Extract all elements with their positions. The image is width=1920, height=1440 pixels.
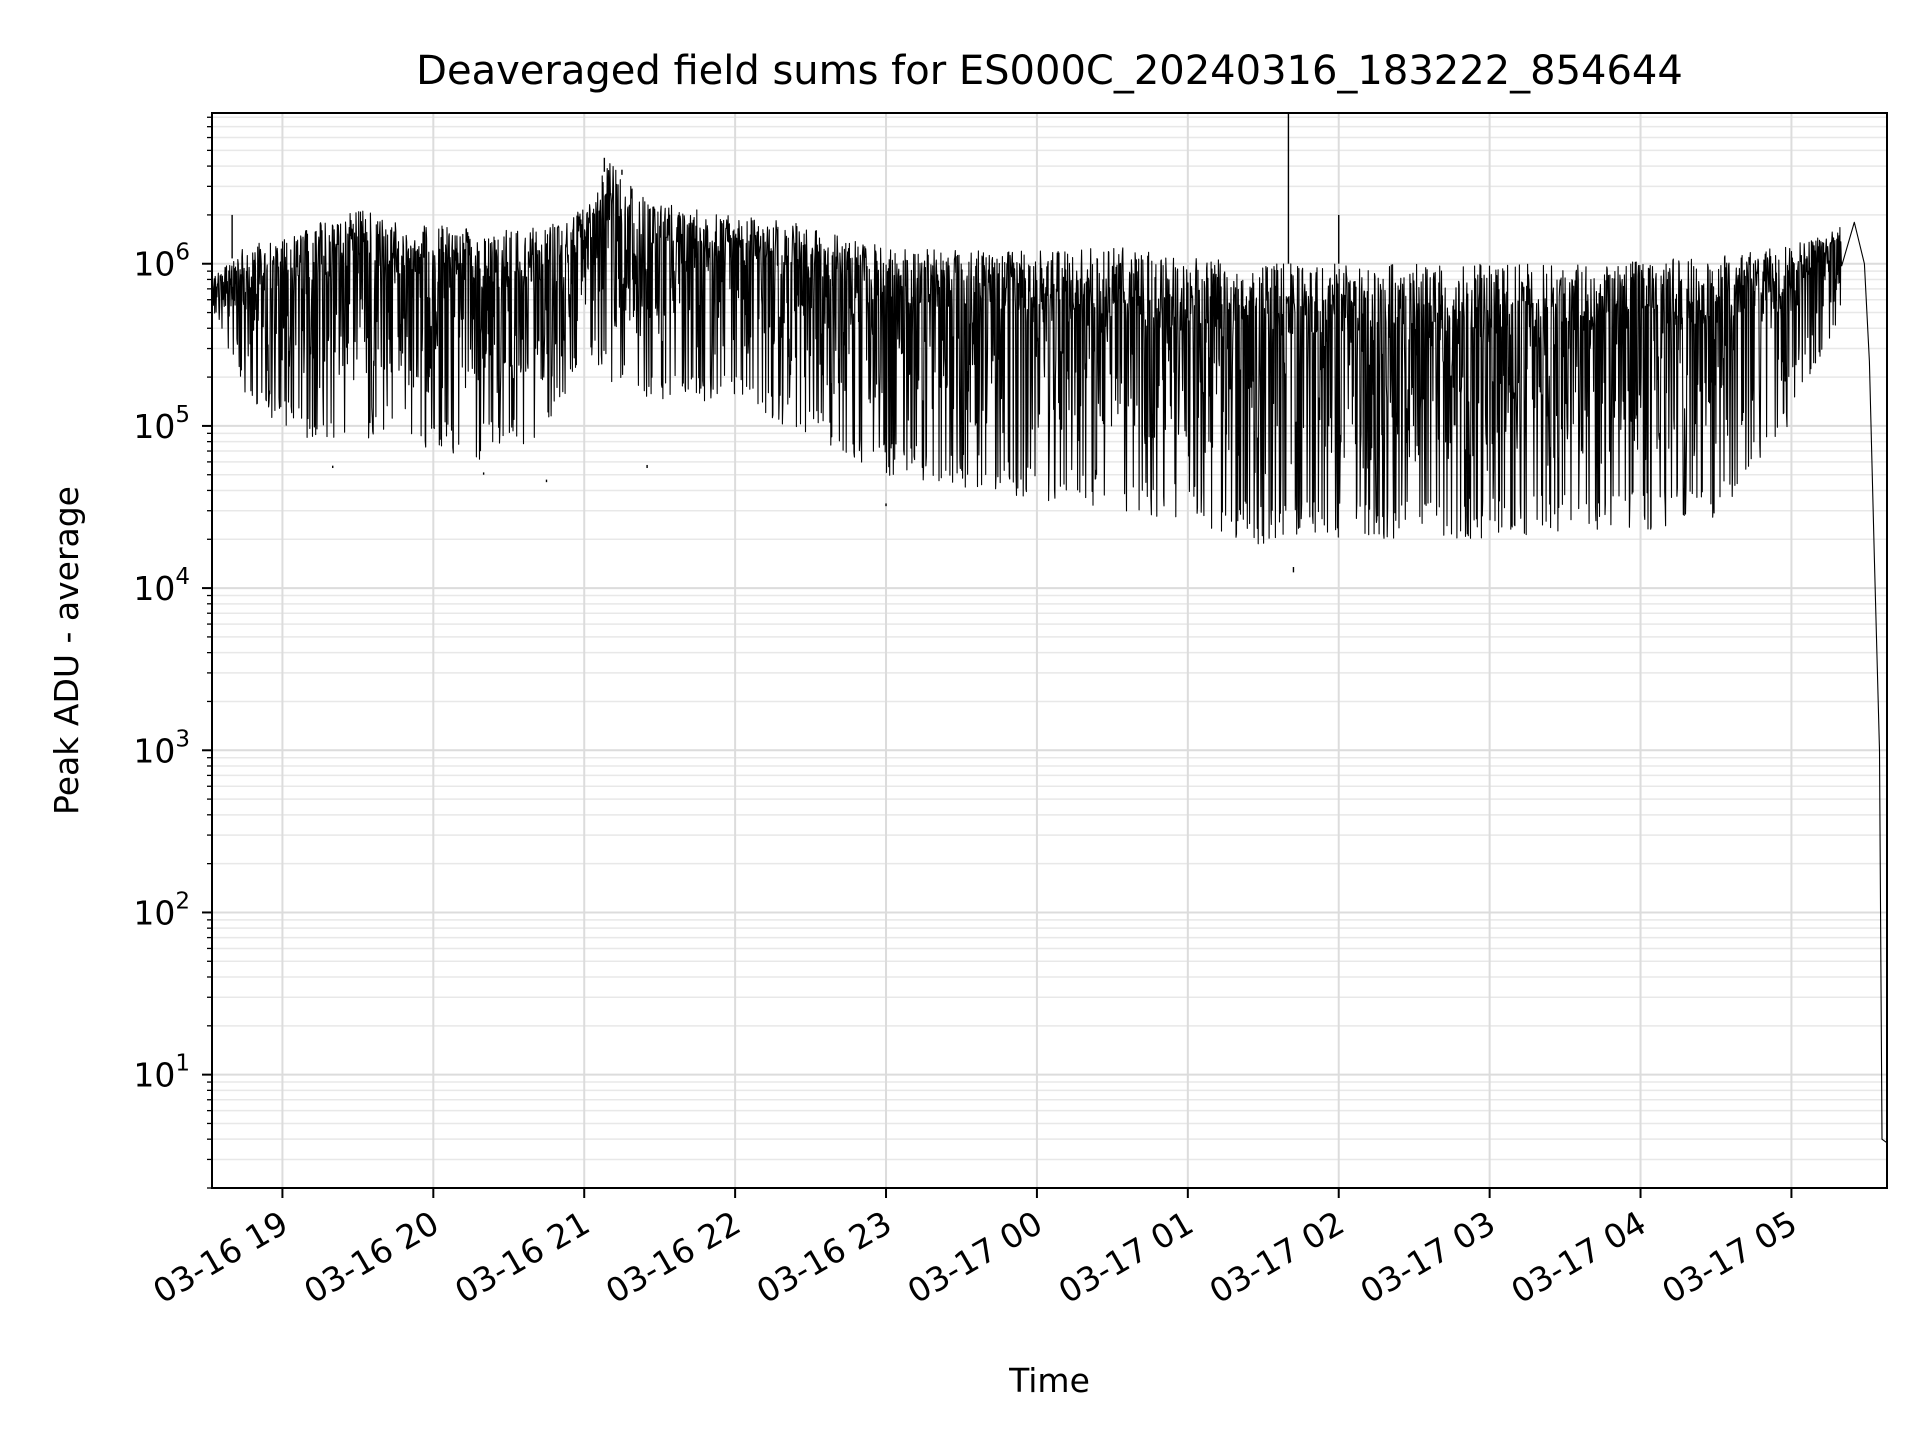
y-tick-label: 102 bbox=[133, 888, 190, 932]
x-tick-label: 03-16 22 bbox=[599, 1203, 747, 1311]
y-tick-exponent: 2 bbox=[175, 888, 190, 914]
x-tick-label: 03-16 20 bbox=[297, 1203, 445, 1311]
y-axis-ticks: 101 102 103 104 105 106 bbox=[133, 116, 212, 1189]
y-tick-label: 101 bbox=[133, 1051, 190, 1095]
y-tick-exponent: 1 bbox=[175, 1051, 190, 1077]
series-line bbox=[211, 163, 1888, 1144]
series-line-group bbox=[211, 113, 1888, 1144]
y-tick-label: 104 bbox=[133, 564, 190, 608]
x-axis-ticks: 03-16 19 03-16 20 03-16 21 03-16 22 03-16 23… bbox=[146, 1188, 1803, 1311]
y-axis-title: Peak ADU - average bbox=[47, 486, 86, 815]
y-tick-exponent: 6 bbox=[175, 240, 190, 266]
x-tick-label: 03-17 01 bbox=[1052, 1203, 1200, 1311]
y-tick-label: 103 bbox=[133, 726, 190, 770]
y-tick-label: 106 bbox=[133, 240, 190, 284]
chart-title: Deaveraged field sums for ES000C_2024031… bbox=[416, 48, 1683, 94]
y-tick-exponent: 3 bbox=[175, 726, 190, 752]
plot-frame bbox=[211, 112, 1888, 1189]
x-tick-label: 03-16 19 bbox=[146, 1203, 294, 1311]
x-tick-label: 03-17 04 bbox=[1505, 1203, 1653, 1311]
x-tick-label: 03-17 05 bbox=[1655, 1203, 1803, 1311]
y-tick-exponent: 4 bbox=[175, 564, 190, 590]
x-tick-label: 03-17 03 bbox=[1354, 1203, 1502, 1311]
x-tick-label: 03-17 02 bbox=[1203, 1203, 1351, 1311]
x-tick-label: 03-16 21 bbox=[448, 1203, 596, 1311]
y-tick-exponent: 5 bbox=[175, 402, 190, 428]
x-tick-label: 03-16 23 bbox=[750, 1203, 898, 1311]
x-tick-label: 03-17 00 bbox=[901, 1203, 1049, 1311]
y-tick-label: 105 bbox=[133, 402, 190, 446]
x-axis-title: Time bbox=[1008, 1361, 1090, 1400]
